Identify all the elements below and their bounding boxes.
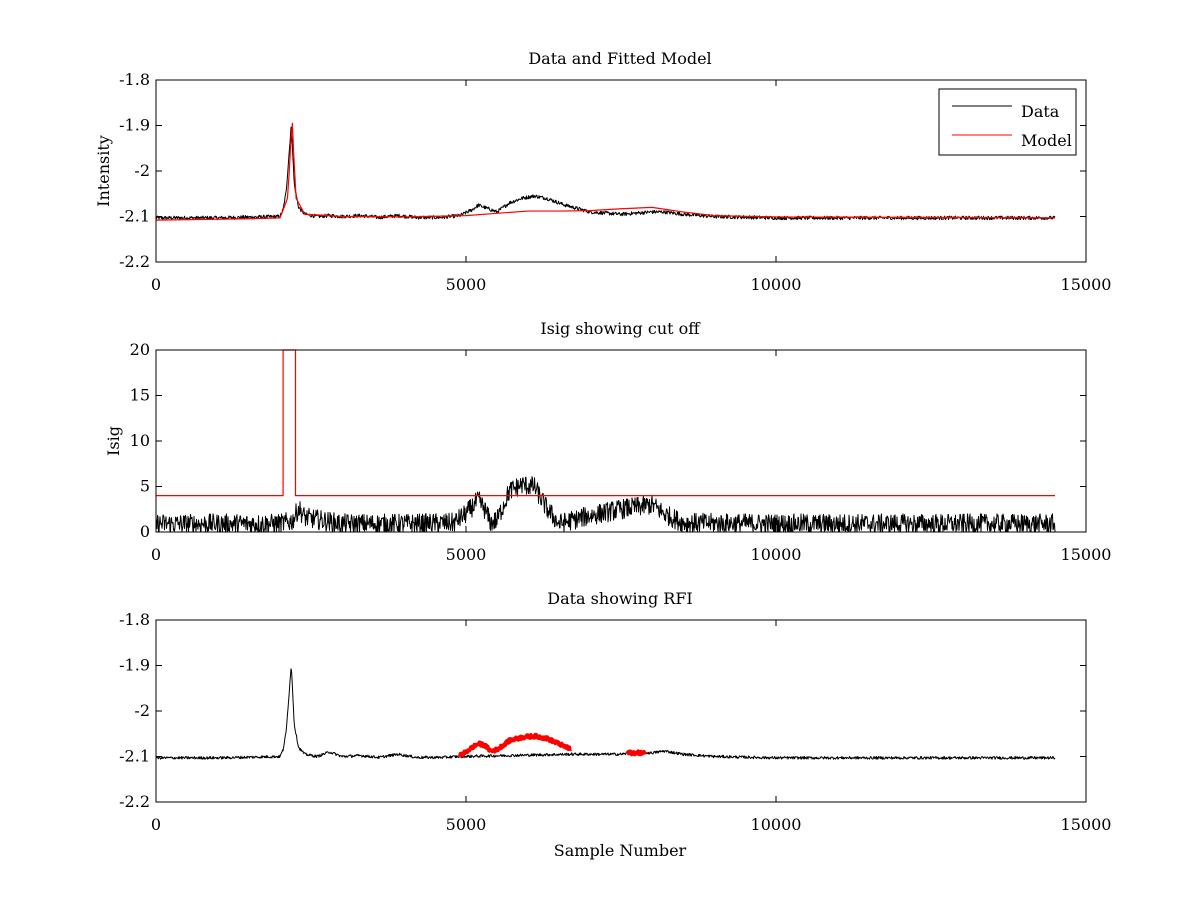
subplot-1-y-tick-label: -2.1 [119, 207, 150, 226]
subplot-1-x-tick-label: 15000 [1061, 275, 1112, 294]
subplot-3-x-tick-label: 15000 [1061, 815, 1112, 834]
series-line-model [155, 122, 1056, 221]
subplot-2-x-tick-label: 15000 [1061, 545, 1112, 564]
subplot-1-y-ticks [156, 79, 1086, 263]
subplot-2-y-tick-labels: 0 5 10 15 20 [130, 340, 150, 541]
subplot-1-plot-area [155, 122, 1056, 221]
subplot-3-x-ticks [155, 620, 1087, 802]
legend-label-data: Data [1021, 102, 1060, 121]
subplot-3-y-tick-label: -1.9 [119, 656, 150, 675]
subplot-3-y-ticks [156, 619, 1086, 803]
subplot-data-and-fitted-model: Data and Fitted Model Intensity 0 5000 1… [94, 49, 1111, 294]
legend-label-model: Model [1021, 131, 1072, 150]
subplot-1-x-ticks [155, 80, 1087, 262]
series-line-isig [155, 476, 1056, 533]
subplot-3-x-tick-label: 0 [151, 815, 161, 834]
subplot-2-x-tick-label: 5000 [446, 545, 487, 564]
subplot-3-x-tick-label: 5000 [446, 815, 487, 834]
subplot-2-y-tick-label: 0 [140, 522, 150, 541]
subplot-2-x-tick-labels: 0 5000 10000 15000 [151, 545, 1112, 564]
subplot-2-y-axis-label: Isig [104, 426, 123, 456]
subplot-2-y-tick-label: 10 [130, 431, 150, 450]
subplot-1-x-tick-label: 5000 [446, 275, 487, 294]
subplot-2-x-tick-label: 10000 [751, 545, 802, 564]
subplot-1-y-tick-label: -2.2 [119, 252, 150, 271]
subplot-1-x-tick-labels: 0 5000 10000 15000 [151, 275, 1112, 294]
subplot-3-x-tick-label: 10000 [751, 815, 802, 834]
subplot-1-title: Data and Fitted Model [528, 49, 711, 68]
subplot-isig-showing-cut-off: Isig showing cut off Isig 0 5000 10000 1… [104, 319, 1111, 564]
subplot-3-y-tick-label: -1.8 [119, 610, 150, 629]
subplot-2-x-tick-label: 0 [151, 545, 161, 564]
subplot-3-y-tick-label: -2 [134, 701, 150, 720]
subplot-2-y-tick-label: 20 [130, 340, 150, 359]
subplot-2-x-ticks [155, 350, 1087, 532]
subplot-1-y-tick-label: -1.9 [119, 116, 150, 135]
subplot-2-title: Isig showing cut off [540, 319, 701, 338]
subplot-3-y-tick-label: -2.1 [119, 747, 150, 766]
subplot-1-x-tick-label: 0 [151, 275, 161, 294]
subplot-3-x-tick-labels: 0 5000 10000 15000 [151, 815, 1112, 834]
subplot-3-x-axis-label: Sample Number [554, 841, 687, 860]
subplot-1-y-tick-labels: -2.2 -2.1 -2 -1.9 -1.8 [119, 70, 150, 271]
series-line-data [155, 126, 1056, 221]
subplot-3-y-tick-labels: -2.2 -2.1 -2 -1.9 -1.8 [119, 610, 150, 811]
subplot-3-plot-area [155, 668, 1056, 760]
subplot-1-y-tick-label: -2 [134, 161, 150, 180]
series-line-rfi [458, 732, 573, 758]
legend: Data Model [938, 88, 1077, 156]
subplot-1-x-tick-label: 10000 [751, 275, 802, 294]
subplot-2-y-ticks [156, 349, 1086, 533]
subplot-1-y-tick-label: -1.8 [119, 70, 150, 89]
subplot-1-y-axis-label: Intensity [94, 135, 113, 207]
subplot-data-showing-rfi: Data showing RFI 0 5000 10000 15000 [119, 589, 1111, 860]
subplot-2-y-tick-label: 15 [130, 386, 150, 405]
series-line-rfi [625, 749, 647, 757]
series-line-data [155, 668, 1056, 760]
legend-box [938, 88, 1077, 156]
subplot-3-y-tick-label: -2.2 [119, 792, 150, 811]
subplot-2-y-tick-label: 5 [140, 477, 150, 496]
subplot-3-title: Data showing RFI [547, 589, 692, 608]
